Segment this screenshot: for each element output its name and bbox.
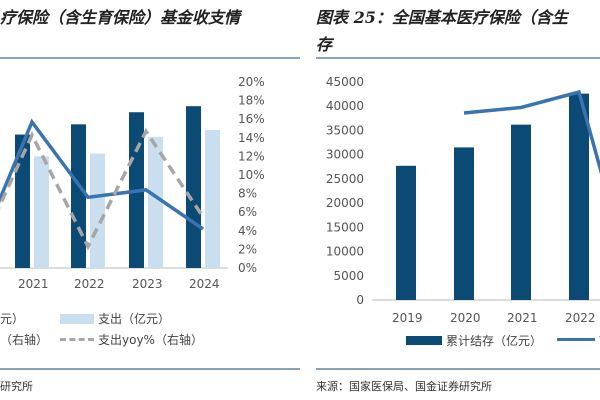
left-bar-expense [205,129,220,268]
left-right-tick: 2% [238,242,257,256]
right-y-tick: 45000 [326,75,364,89]
right-bar-balance [511,124,531,301]
right-x-tick: 2021 [507,311,538,325]
left-x-tick: 2022 [74,277,105,291]
left-bottom-rule [0,368,300,370]
left-bar-expense [90,153,105,268]
legend-balance-label: 累计结存（亿元） [446,334,543,348]
left-right-tick: 20% [238,75,265,89]
right-bar-balance [454,147,474,300]
legend-expense-yoy-label: 支出yoy%（右轴） [98,333,203,347]
right-top-rule [316,57,600,59]
right-chart-title: 图表 25：全国基本医疗保险（含生 [316,8,568,27]
right-y-tick: 40000 [326,99,364,113]
legend-expense: 支出（亿元） [60,310,170,327]
right-chart-title-line2: 存 [316,35,333,54]
left-right-tick: 18% [238,94,265,108]
right-y-tick: 10000 [326,245,364,259]
left-line-expense_yoy [0,127,205,251]
left-right-tick: 16% [238,112,265,126]
legend-balance-swatch [406,336,442,345]
legend-income-label: 元） [0,312,25,326]
left-right-tick: 0% [238,261,257,275]
right-y-tick: 0 [356,293,364,307]
left-x-tick: 2023 [132,277,163,291]
left-right-tick: 8% [238,187,257,201]
right-source: 来源：国家医保局、国金证券研究所 [316,380,492,393]
legend-expense-yoy: 支出yoy%（右轴） [60,331,203,348]
left-top-rule [0,57,300,59]
right-y-tick: 35000 [326,123,364,137]
right-x-tick: 2020 [450,311,481,325]
left-right-tick: 6% [238,205,257,219]
right-bottom-rule [316,368,600,370]
right-y-tick: 30000 [326,148,364,162]
legend-income: 元） [0,310,24,327]
left-x-tick: 2024 [189,277,220,291]
left-bar-income [186,106,201,269]
legend-expense-yoy-swatch [60,338,94,341]
legend-balance: 累计结存（亿元） [406,332,542,349]
left-source: 研究所 [0,380,33,393]
right-x-tick: 2022 [565,311,596,325]
left-right-tick: 4% [238,224,257,238]
left-right-tick: 10% [238,168,265,182]
legend-income-yoy: （右轴） [0,331,48,348]
left-right-tick: 14% [238,131,265,145]
right-bar-balance [569,93,589,300]
right-bar-balance [396,165,416,300]
right-y-tick: 25000 [326,172,364,186]
right-y-tick: 15000 [326,220,364,234]
right-line-line [463,89,600,175]
legend-line-swatch [557,337,595,341]
left-chart-title: 疗保险（含生育保险）基金收支情 [0,8,241,27]
right-y-tick: 5000 [333,269,364,283]
legend-line: y [557,332,600,346]
left-bar-expense [34,156,49,268]
legend-expense-swatch [60,313,94,324]
legend-expense-label: 支出（亿元） [98,312,171,326]
left-bar-expense [148,136,163,268]
left-x-tick: 2021 [18,277,49,291]
left-line-income_yoy [0,118,204,231]
legend-income-yoy-label: （右轴） [0,333,49,347]
left-bar-income [71,124,86,268]
left-right-tick: 12% [238,149,265,163]
right-y-tick: 20000 [326,196,364,210]
right-x-tick: 2019 [392,311,423,325]
